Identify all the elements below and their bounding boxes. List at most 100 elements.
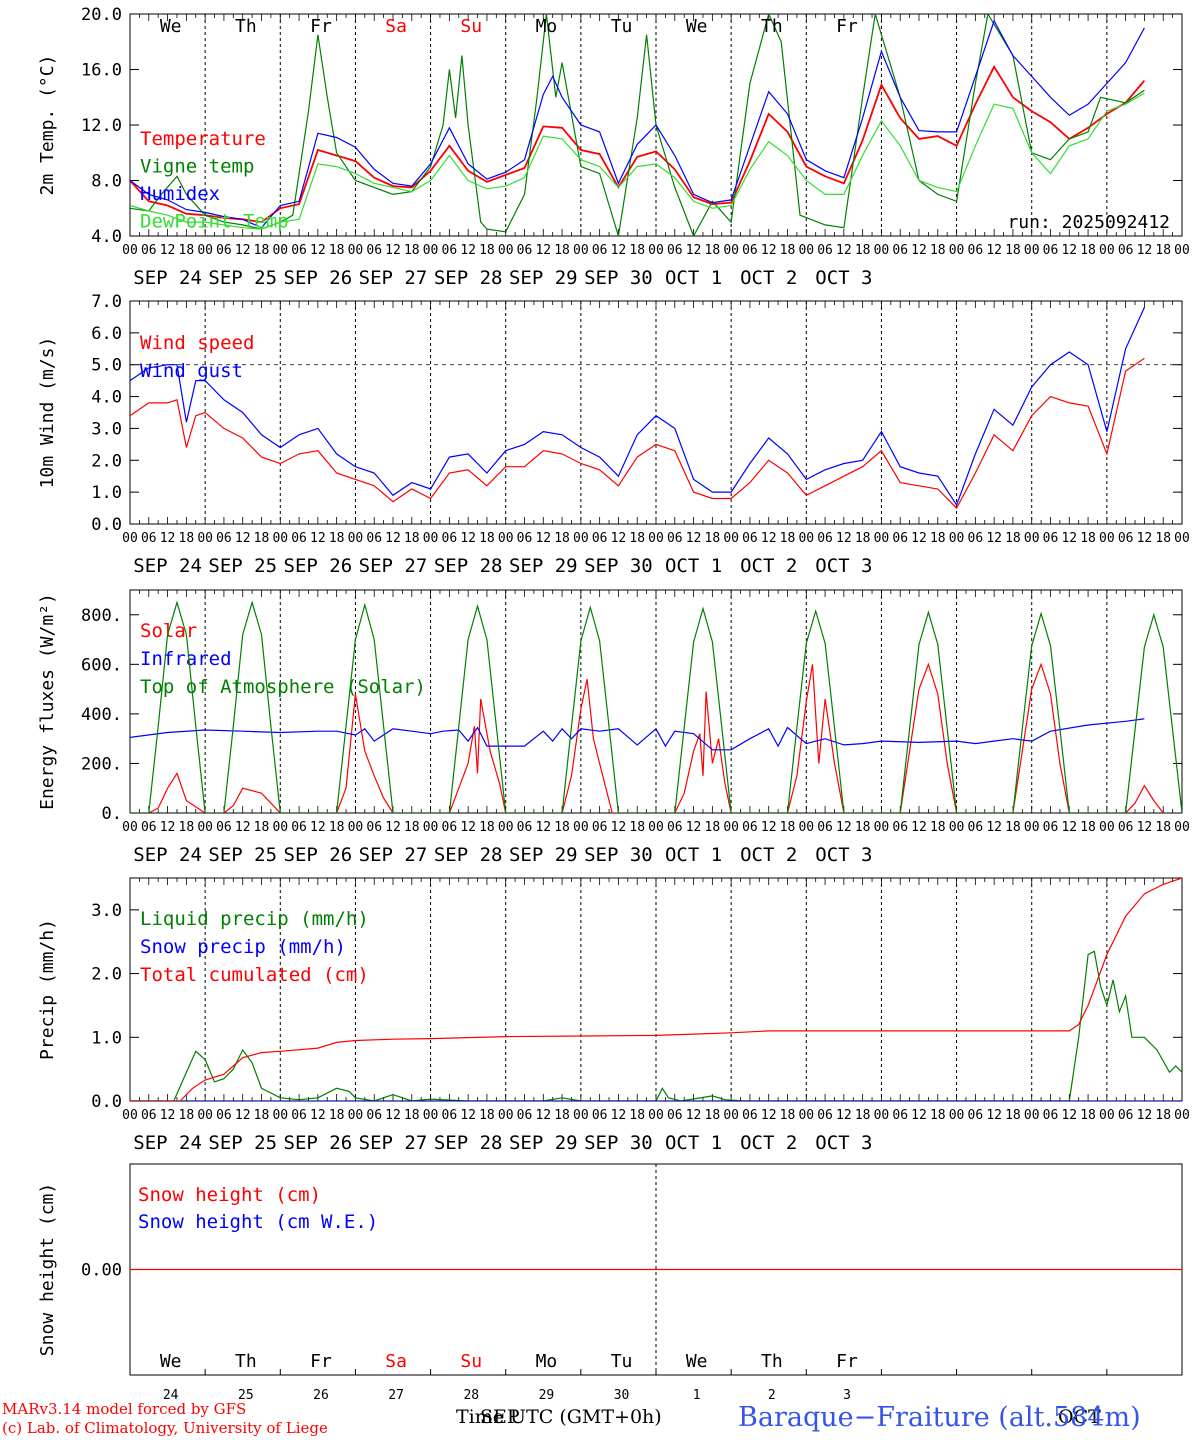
precip-hour-label: 18: [404, 1108, 420, 1123]
temp-hour-label: 12: [911, 243, 927, 258]
temp-ytick-label: 16.0: [81, 61, 122, 81]
energy-hour-label: 00: [648, 820, 664, 835]
bottom-day-number: 24: [163, 1388, 179, 1403]
temp-hour-label: 12: [1137, 243, 1153, 258]
temp-hour-label: 00: [122, 243, 138, 258]
temp-hour-label: 00: [723, 243, 739, 258]
wind-hour-label: 12: [310, 531, 326, 546]
temp-hour-label: 18: [554, 243, 570, 258]
temp-hour-label: 06: [968, 243, 984, 258]
precip-hour-label: 00: [798, 1108, 814, 1123]
energy-ytick-label: 200.: [81, 754, 122, 774]
temp-hour-label: 06: [216, 243, 232, 258]
precip-hour-label: 06: [291, 1108, 307, 1123]
day-name-9: Fr: [836, 16, 858, 37]
wind-hour-label: 12: [160, 531, 176, 546]
energy-ylabel: Energy fluxes (W/m²): [37, 593, 58, 810]
day-name-8: Th: [761, 1351, 783, 1372]
precip-hour-label: 18: [1005, 1108, 1021, 1123]
precip-date-label: OCT 2: [740, 1132, 797, 1154]
precip-hour-label: 12: [611, 1108, 627, 1123]
precip-hour-label: 18: [629, 1108, 645, 1123]
wind-ylabel: 10m Wind (m/s): [37, 337, 58, 489]
precip-date-label: SEP 28: [434, 1132, 503, 1154]
temp-date-label: SEP 29: [509, 267, 578, 289]
wind-hour-label: 00: [272, 531, 288, 546]
precip-hour-label: 06: [667, 1108, 683, 1123]
precip-legend-0: Liquid precip (mm/h): [140, 908, 369, 930]
energy-hour-label: 12: [611, 820, 627, 835]
temp-hour-label: 12: [761, 243, 777, 258]
energy-hour-label: 12: [686, 820, 702, 835]
precip-hour-label: 12: [1061, 1108, 1077, 1123]
energy-hour-label: 12: [160, 820, 176, 835]
temp-date-label: SEP 30: [584, 267, 653, 289]
wind-ytick-label: 5.0: [91, 356, 122, 376]
wind-hour-label: 18: [179, 531, 195, 546]
wind-hour-label: 12: [1137, 531, 1153, 546]
energy-hour-label: 06: [366, 820, 382, 835]
energy-hour-label: 18: [780, 820, 796, 835]
wind-date-label: OCT 2: [740, 555, 797, 577]
energy-ytick-label: 800.: [81, 606, 122, 626]
wind-hour-label: 12: [611, 531, 627, 546]
precip-hour-label: 06: [517, 1108, 533, 1123]
precip-hour-label: 00: [348, 1108, 364, 1123]
temp-hour-label: 00: [648, 243, 664, 258]
temp-hour-label: 00: [573, 243, 589, 258]
energy-hour-label: 00: [498, 820, 514, 835]
temp-hour-label: 18: [1155, 243, 1171, 258]
precip-legend-1: Snow precip (mm/h): [140, 936, 346, 958]
wind-date-label: SEP 28: [434, 555, 503, 577]
wind-hour-label: 18: [705, 531, 721, 546]
temp-hour-label: 18: [254, 243, 270, 258]
temp-series-3: [130, 92, 1145, 230]
temp-hour-label: 12: [310, 243, 326, 258]
temp-hour-label: 00: [949, 243, 965, 258]
wind-hour-label: 06: [291, 531, 307, 546]
wind-hour-label: 00: [122, 531, 138, 546]
temp-hour-label: 00: [1099, 243, 1115, 258]
energy-legend-2: Top of Atmosphere (Solar): [140, 676, 426, 698]
temp-ylabel: 2m Temp. (°C): [37, 55, 58, 196]
energy-hour-label: 12: [761, 820, 777, 835]
day-name-6: Tu: [611, 1351, 633, 1372]
energy-hour-label: 18: [930, 820, 946, 835]
day-name-3: Sa: [385, 1351, 407, 1372]
precip-hour-label: 12: [310, 1108, 326, 1123]
temp-date-label: SEP 28: [434, 267, 503, 289]
wind-hour-label: 12: [460, 531, 476, 546]
energy-hour-label: 12: [1061, 820, 1077, 835]
wind-hour-label: 06: [517, 531, 533, 546]
energy-hour-label: 12: [1137, 820, 1153, 835]
energy-date-label: SEP 26: [284, 844, 353, 866]
temp-hour-label: 12: [235, 243, 251, 258]
precip-hour-label: 06: [892, 1108, 908, 1123]
temp-hour-label: 00: [197, 243, 213, 258]
energy-series-1: [130, 718, 1145, 751]
wind-hour-label: 00: [949, 531, 965, 546]
wind-hour-label: 18: [1155, 531, 1171, 546]
day-name-2: Fr: [310, 16, 332, 37]
day-name-1: Th: [235, 1351, 257, 1372]
temp-hour-label: 12: [686, 243, 702, 258]
temp-legend-3: DewPoint Temp: [140, 211, 289, 233]
temp-hour-label: 12: [460, 243, 476, 258]
temp-ytick-label: 8.0: [91, 172, 122, 192]
precip-ytick-label: 2.0: [91, 965, 122, 985]
bottom-day-number: 3: [843, 1388, 851, 1403]
wind-hour-label: 12: [986, 531, 1002, 546]
precip-hour-label: 00: [498, 1108, 514, 1123]
temp-hour-label: 18: [1005, 243, 1021, 258]
wind-hour-label: 06: [1118, 531, 1134, 546]
temp-hour-label: 00: [423, 243, 439, 258]
precip-ytick-label: 1.0: [91, 1028, 122, 1048]
bottom-day-number: 2: [768, 1388, 776, 1403]
precip-hour-label: 18: [329, 1108, 345, 1123]
precip-date-label: SEP 29: [509, 1132, 578, 1154]
energy-date-label: OCT 3: [815, 844, 872, 866]
energy-hour-label: 00: [949, 820, 965, 835]
wind-hour-label: 00: [573, 531, 589, 546]
energy-hour-label: 18: [855, 820, 871, 835]
day-name-7: We: [686, 1351, 708, 1372]
